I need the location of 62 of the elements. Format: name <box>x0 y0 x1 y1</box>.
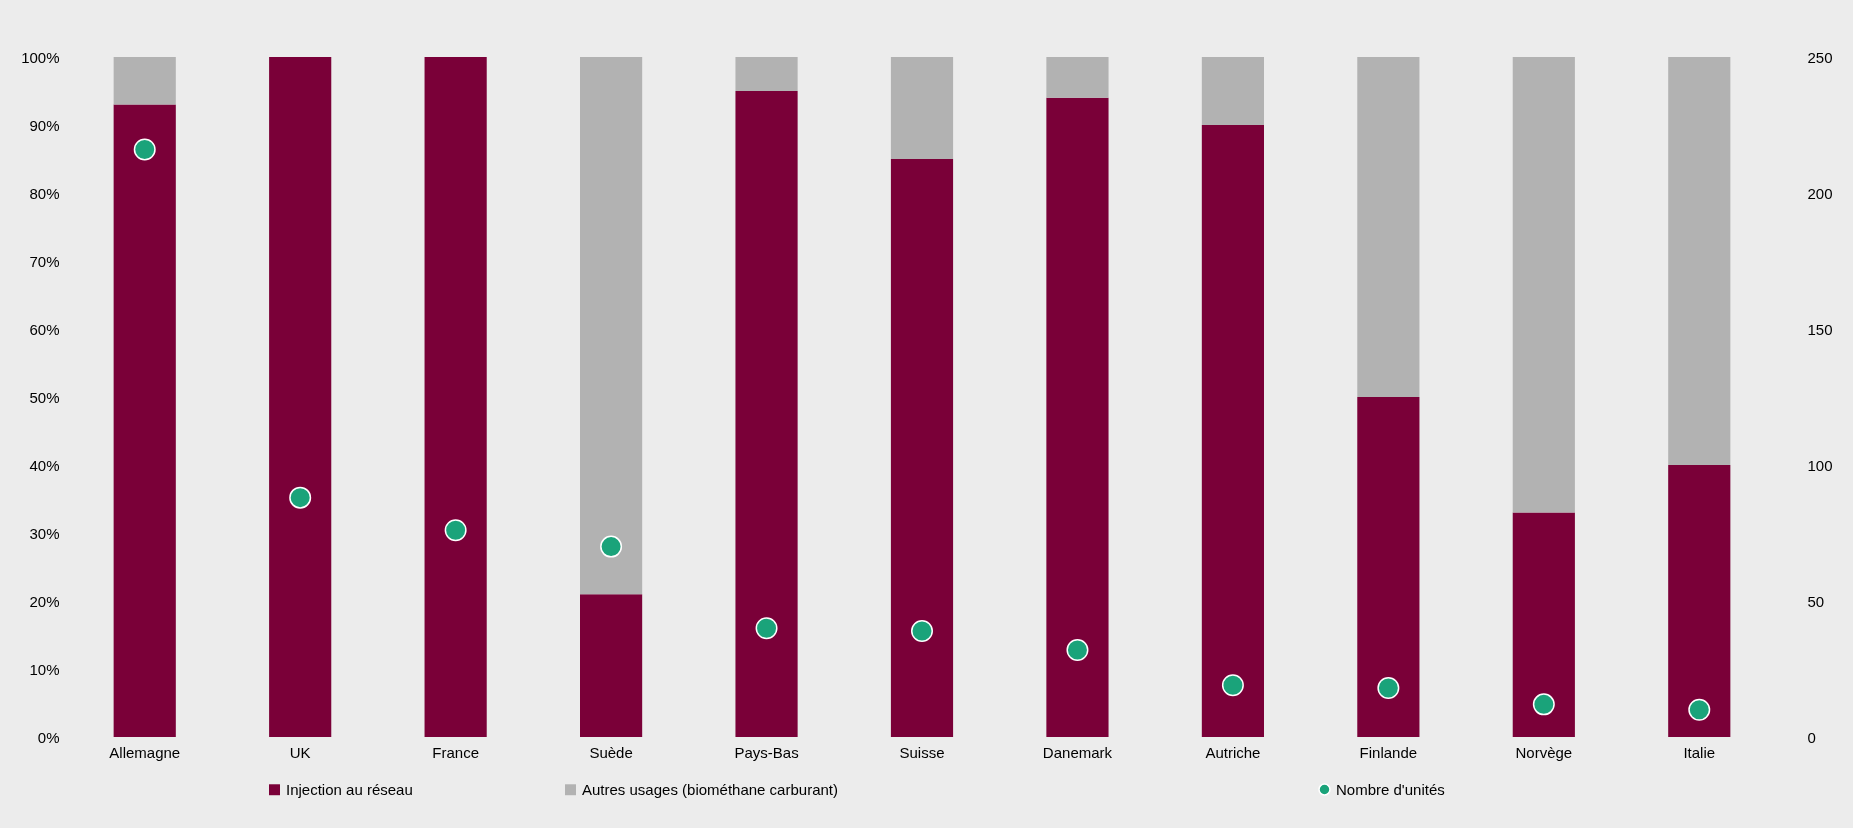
point <box>1377 677 1400 700</box>
x-tick-label: Pays-Bas <box>734 743 799 761</box>
bar <box>1046 97 1109 737</box>
y-tick-label: 50% <box>29 388 60 406</box>
bar <box>1668 465 1731 737</box>
x-tick-label: Suède <box>589 743 633 761</box>
bar <box>735 57 798 91</box>
bar <box>1668 57 1731 465</box>
bar <box>113 104 176 737</box>
y-tick-label: 10% <box>29 660 60 678</box>
point <box>1688 698 1711 721</box>
bar <box>1357 397 1420 737</box>
x-tick-label: UK <box>289 743 311 761</box>
x-tick-label: France <box>432 743 479 761</box>
y-tick-label: 100% <box>21 48 60 66</box>
x-tick-label: Norvège <box>1515 743 1573 761</box>
point <box>1532 693 1555 716</box>
point <box>600 535 623 558</box>
y-tick-label: 20% <box>29 592 60 610</box>
point <box>444 519 467 542</box>
y2-tick-label: 200 <box>1807 184 1833 202</box>
bar <box>735 91 798 737</box>
bar <box>113 57 176 105</box>
y2-tick-label: 0 <box>1807 728 1816 746</box>
x-tick-label: Finlande <box>1359 743 1418 761</box>
x-tick-label: Suisse <box>899 743 945 761</box>
point <box>755 617 778 640</box>
point <box>911 619 933 642</box>
bar <box>890 57 954 159</box>
y-tick-label: 90% <box>29 116 60 134</box>
bar <box>1512 57 1575 513</box>
bar <box>1201 125 1264 737</box>
y2-tick-label: 50 <box>1807 592 1825 610</box>
x-tick-label: Allemagne <box>109 743 181 761</box>
bar <box>1512 512 1575 737</box>
legend-label: Nombre d'unités <box>1336 780 1445 798</box>
y2-tick-label: 250 <box>1807 48 1833 66</box>
y-tick-label: 40% <box>29 456 60 474</box>
legend-label: Autres usages (biométhane carburant) <box>582 780 838 798</box>
point <box>1066 638 1089 661</box>
y2-tick-label: 100 <box>1807 456 1833 474</box>
bar <box>269 57 332 737</box>
x-tick-label: Danemark <box>1042 743 1113 761</box>
y2-tick-label: 150 <box>1807 320 1833 338</box>
y-tick-label: 60% <box>29 320 60 338</box>
x-tick-label: Autriche <box>1205 743 1261 761</box>
bar <box>1046 57 1109 98</box>
y-tick-label: 0% <box>37 728 60 746</box>
bar <box>580 594 643 737</box>
y-tick-label: 80% <box>29 184 60 202</box>
bar <box>1201 57 1264 125</box>
bar <box>580 57 643 595</box>
bar <box>424 57 487 737</box>
y-tick-label: 30% <box>29 524 60 542</box>
legend-label: Injection au réseau <box>286 780 413 798</box>
bar <box>1357 57 1420 397</box>
bar <box>890 159 954 737</box>
point <box>289 486 312 509</box>
point <box>133 138 156 161</box>
x-tick-label: Italie <box>1683 743 1716 761</box>
y-tick-label: 70% <box>29 252 60 270</box>
point <box>1221 674 1244 697</box>
